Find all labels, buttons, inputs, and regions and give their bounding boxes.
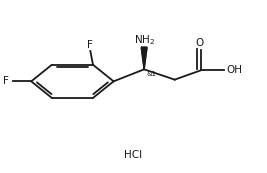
Polygon shape: [142, 54, 146, 55]
Polygon shape: [142, 52, 147, 53]
Polygon shape: [144, 65, 145, 66]
Polygon shape: [141, 47, 147, 48]
Polygon shape: [142, 53, 146, 54]
Polygon shape: [142, 50, 147, 52]
Polygon shape: [143, 64, 145, 65]
Text: HCl: HCl: [124, 150, 143, 160]
Polygon shape: [143, 58, 146, 59]
Text: OH: OH: [226, 65, 242, 75]
Polygon shape: [143, 60, 145, 62]
Polygon shape: [142, 56, 146, 57]
Text: NH$_2$: NH$_2$: [134, 33, 155, 47]
Text: O: O: [195, 38, 203, 48]
Polygon shape: [142, 55, 146, 56]
Text: F: F: [87, 39, 93, 49]
Text: &1: &1: [147, 71, 157, 78]
Polygon shape: [143, 62, 145, 63]
Polygon shape: [142, 49, 147, 50]
Text: F: F: [3, 76, 9, 86]
Polygon shape: [143, 57, 146, 58]
Polygon shape: [141, 48, 147, 49]
Polygon shape: [143, 63, 145, 64]
Polygon shape: [143, 59, 146, 60]
